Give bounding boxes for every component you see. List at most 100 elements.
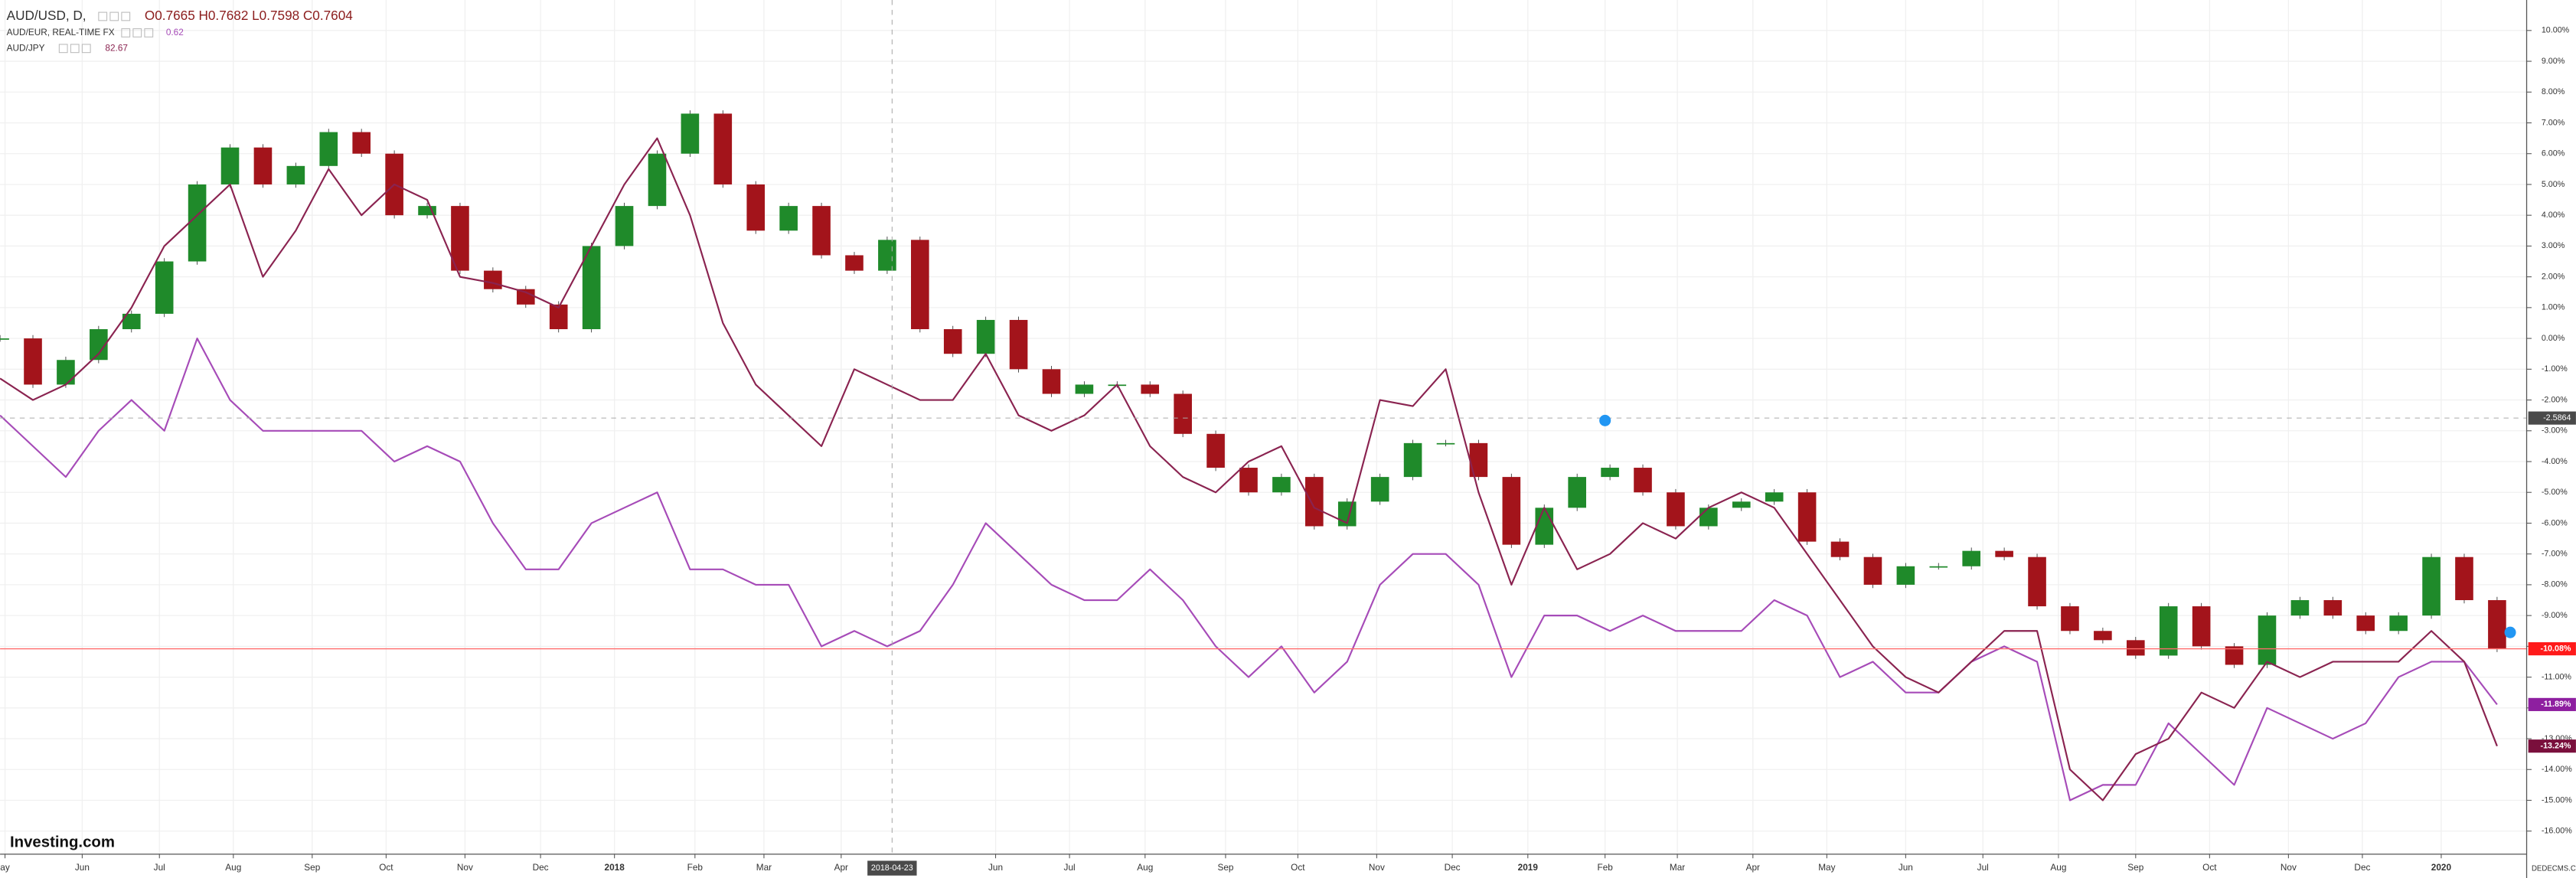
- candle: [2159, 606, 2178, 656]
- y-tick-label: 5.00%: [2542, 180, 2565, 189]
- legend-icon: [70, 44, 80, 54]
- y-tick-label: -11.00%: [2542, 672, 2572, 681]
- end-label: -13.24%: [2541, 742, 2571, 751]
- candle: [90, 329, 108, 361]
- x-tick-label: Jul: [154, 862, 165, 873]
- x-tick-label: 2020: [2431, 862, 2452, 873]
- end-label-box: [2528, 739, 2576, 753]
- legend-name: AUD/JPY: [7, 42, 45, 53]
- legend-icon: [132, 28, 142, 38]
- y-tick-label: 4.00%: [2542, 211, 2565, 220]
- x-tick-label: Oct: [2202, 862, 2217, 873]
- candle: [1469, 442, 1488, 478]
- x-tick-label: Sep: [2127, 862, 2143, 873]
- candle: [1830, 541, 1850, 557]
- candle: [1075, 384, 1094, 394]
- candle: [1141, 384, 1160, 394]
- candle: [286, 165, 305, 184]
- candle: [1699, 508, 1718, 527]
- x-tick-label: Feb: [1598, 862, 1614, 873]
- legend-quote: 0.62: [166, 27, 184, 38]
- end-label-box: [2528, 641, 2576, 656]
- legend-icon: [58, 44, 68, 54]
- candle: [352, 132, 371, 154]
- candle: [1009, 319, 1028, 370]
- crosshair-y-label: -2.5864: [2543, 413, 2571, 423]
- x-tick-label: Nov: [1369, 862, 1385, 873]
- y-tick-label: -2.00%: [2542, 395, 2568, 404]
- event-marker[interactable]: [2504, 626, 2516, 638]
- x-tick-label: Nov: [457, 862, 473, 873]
- candle: [2422, 557, 2441, 616]
- axes: 10.00% 9.00% 8.00% 7.00% 6.00% 5.00% 4.00% 3.00…: [0, 26, 2576, 876]
- y-tick-label: -16.00%: [2542, 827, 2572, 836]
- y-tick-label: 7.00%: [2542, 118, 2565, 127]
- candle: [2356, 615, 2375, 632]
- x-tick-label: Feb: [687, 862, 704, 873]
- candle: [516, 289, 535, 305]
- x-tick-label: Dec: [2354, 862, 2370, 873]
- candle: [812, 206, 831, 256]
- crosshair-x-box: [867, 860, 917, 876]
- y-tick-label: 8.00%: [2542, 87, 2565, 96]
- candle: [779, 206, 798, 231]
- candle: [1765, 492, 1784, 502]
- candle: [451, 206, 469, 271]
- candle: [648, 153, 667, 207]
- legend-name: AUD/EUR, REAL-TIME FX: [7, 27, 115, 38]
- x-tick-label: Dec: [1445, 862, 1461, 873]
- candle: [1962, 550, 1981, 566]
- y-tick-label: 9.00%: [2542, 57, 2565, 66]
- series-line: [0, 338, 2498, 801]
- candle: [1042, 369, 1061, 394]
- candle: [2290, 600, 2310, 616]
- x-tick-label: Aug: [2050, 862, 2066, 873]
- candle: [57, 360, 75, 385]
- legend-icon: [109, 11, 119, 21]
- candle: [2192, 606, 2211, 647]
- y-tick-label: -1.00%: [2542, 364, 2568, 374]
- event-marker[interactable]: [1599, 414, 1611, 426]
- candle: [2488, 600, 2506, 649]
- end-label: -11.89%: [2541, 700, 2571, 709]
- candle: [0, 338, 9, 340]
- candle: [1896, 566, 1915, 585]
- y-tick-label: -3.00%: [2542, 426, 2568, 436]
- candle: [713, 113, 733, 184]
- y-tick-label: 1.00%: [2542, 303, 2565, 312]
- y-tick-label: 3.00%: [2542, 241, 2565, 250]
- x-tick-label: Sep: [1217, 862, 1233, 873]
- candle: [1568, 477, 1586, 508]
- candle: [2094, 631, 2112, 641]
- candle: [746, 184, 766, 231]
- candle: [845, 255, 864, 271]
- candle: [1667, 492, 1685, 527]
- candle: [2323, 600, 2343, 616]
- x-tick-label: ay: [0, 862, 10, 873]
- x-tick-label: Dec: [533, 862, 549, 873]
- y-tick-label: -7.00%: [2542, 550, 2568, 559]
- legend-quote: 82.67: [105, 42, 128, 53]
- candle: [2028, 557, 2046, 607]
- plot: [0, 0, 2527, 854]
- candle: [2389, 615, 2408, 632]
- legend: AUD/USD, D, O0.7665 H0.7682 L0.7598 C0.76…: [7, 8, 354, 53]
- y-tick-label: -6.00%: [2542, 518, 2568, 527]
- candle: [319, 132, 338, 166]
- end-label: -10.08%: [2541, 644, 2571, 653]
- candle: [878, 240, 896, 271]
- candle: [188, 184, 207, 262]
- x-tick-label: Apr: [834, 862, 848, 873]
- candle: [1634, 468, 1652, 493]
- y-tick-label: -8.00%: [2542, 580, 2568, 589]
- x-tick-label: Aug: [225, 862, 241, 873]
- y-tick-label: -4.00%: [2542, 457, 2568, 466]
- y-tick-label: -9.00%: [2542, 611, 2568, 620]
- candle: [2126, 640, 2145, 656]
- x-tick-label: Jun: [988, 862, 1003, 873]
- candle: [1797, 492, 1817, 542]
- candle: [1535, 508, 1554, 545]
- grid: [0, 0, 2527, 854]
- x-tick-label: Oct: [1291, 862, 1305, 873]
